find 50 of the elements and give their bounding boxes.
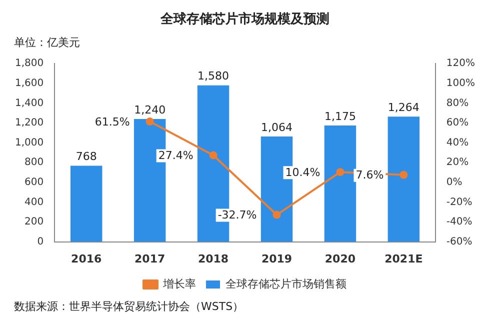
x-tick-label: 2017 (134, 252, 166, 266)
y-tick-label: 0 (37, 236, 44, 248)
y2-tick-label: -60% (446, 236, 472, 248)
y2-tick-label: 120% (446, 58, 476, 70)
legend-label: 全球存储芯片市场销售额 (226, 277, 346, 290)
source-note: 数据来源：世界半导体贸易统计协会（WSTS） (14, 300, 244, 313)
y2-tick-label: 100% (446, 78, 476, 89)
data-label: 1,264 (388, 101, 420, 114)
y2-tick-label: 0% (446, 176, 462, 188)
x-tick-label: 2018 (198, 252, 229, 266)
y2-tick-label: 20% (446, 157, 469, 168)
y2-tick-label: -20% (446, 196, 472, 208)
bar (324, 125, 356, 242)
data-label: 768 (76, 150, 97, 164)
data-label: 7.6% (356, 168, 384, 182)
point (209, 151, 218, 160)
point (146, 118, 154, 126)
data-label: 1,175 (324, 110, 356, 123)
bar (388, 116, 420, 242)
y-tick-label: 1,200 (14, 118, 44, 129)
x-tick-label: 2019 (261, 252, 292, 266)
y-tick-label: 1,400 (14, 98, 44, 109)
legend-label: 增长率 (162, 277, 196, 290)
y-tick-label: 600 (24, 176, 44, 188)
y2-tick-label: 60% (446, 118, 469, 129)
x-tick-label: 2021E (384, 252, 423, 266)
data-label: 10.4% (285, 166, 320, 179)
y2-tick-label: 40% (446, 137, 469, 148)
data-label: 1,240 (134, 103, 166, 116)
data-label: 1,064 (261, 120, 292, 134)
y-tick-label: 800 (24, 157, 44, 168)
point (400, 170, 408, 179)
y2-tick-label: 80% (446, 98, 469, 109)
y-tick-label: 200 (24, 216, 44, 228)
point (336, 168, 344, 176)
text: 单位：亿美元 (14, 36, 80, 49)
y-tick-label: 400 (24, 196, 44, 208)
bar (70, 166, 102, 242)
data-label: 1,580 (198, 70, 230, 83)
data-label: 27.4% (158, 149, 194, 162)
y-tick-label: 1,800 (14, 58, 44, 70)
point (272, 210, 281, 219)
y-tick-label: 1,000 (14, 137, 44, 148)
data-label: 61.5% (94, 115, 130, 128)
y2-tick-label: -40% (446, 216, 472, 228)
y-tick-label: 1,600 (14, 78, 44, 89)
x-tick-label: 2016 (71, 252, 102, 266)
chart-title: 全球存储芯片市场规模及预测 (160, 11, 330, 28)
data-label: -32.7% (218, 208, 257, 222)
x-tick-label: 2020 (324, 252, 356, 266)
